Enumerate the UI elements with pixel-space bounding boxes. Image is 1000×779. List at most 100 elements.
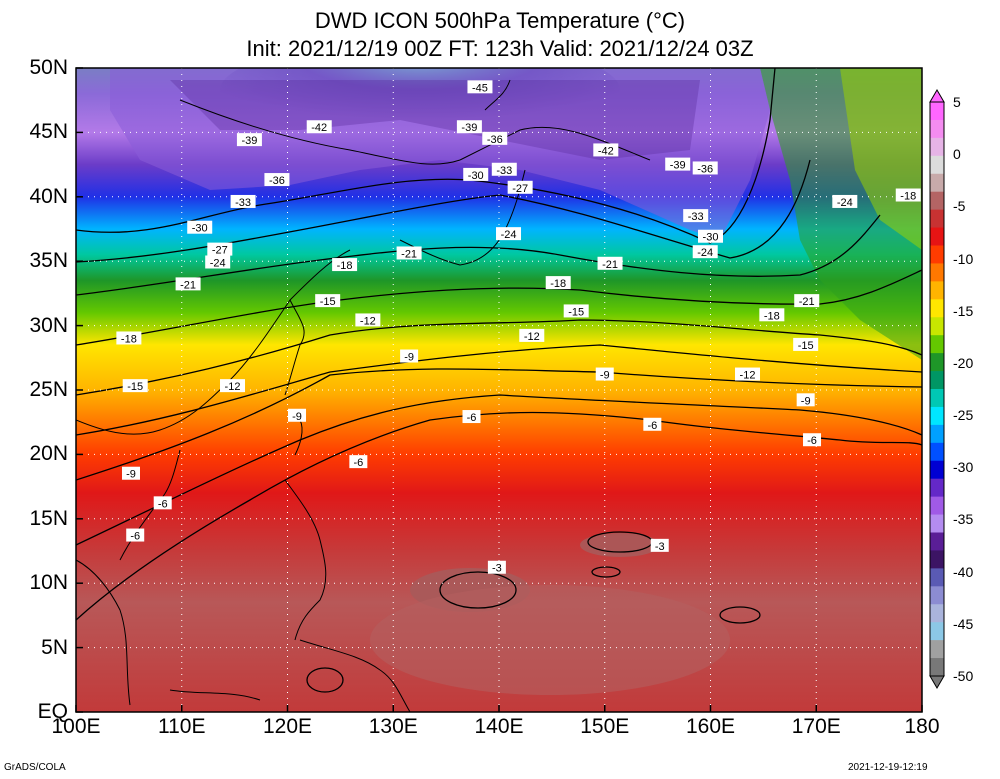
y-tick-label: 25N bbox=[29, 378, 68, 401]
colorbar-swatch bbox=[930, 658, 944, 677]
isotherm-label-bg bbox=[116, 331, 142, 345]
isotherm-label: -6 bbox=[647, 420, 657, 432]
isotherm-label-bg bbox=[487, 560, 506, 574]
isotherm-label-bg bbox=[122, 379, 148, 393]
x-tick-label: 170E bbox=[791, 715, 841, 738]
colorbar-tick-label: 5 bbox=[953, 94, 961, 110]
colorbar-swatch bbox=[930, 442, 944, 462]
isotherm-label-bg bbox=[315, 294, 341, 308]
colorbar-swatch bbox=[930, 191, 944, 211]
colorbar-swatch bbox=[930, 263, 944, 282]
colorbar-swatch bbox=[930, 406, 944, 426]
isotherm-label: -21 bbox=[401, 248, 417, 260]
isotherm-label-bg bbox=[545, 276, 571, 290]
colorbar-swatch bbox=[930, 389, 944, 408]
isotherm-label-bg bbox=[205, 255, 231, 269]
isotherm-label: -21 bbox=[180, 279, 196, 291]
isotherm-label: -36 bbox=[487, 134, 503, 146]
isotherm-label: -21 bbox=[799, 296, 815, 308]
y-tick-label: EQ bbox=[37, 700, 68, 723]
y-tick-label: 10N bbox=[29, 571, 68, 595]
colorbar-swatch bbox=[930, 317, 944, 336]
isotherm-label: -9 bbox=[126, 469, 136, 481]
colorbar-tick-label: -10 bbox=[953, 250, 974, 267]
isotherm-label-bg bbox=[121, 466, 140, 480]
isotherm-label-bg bbox=[597, 256, 623, 270]
x-tick-label: 180 bbox=[904, 715, 940, 738]
x-tick-label: 160E bbox=[685, 715, 736, 738]
isotherm-label: -6 bbox=[807, 435, 817, 447]
isotherm-label: -6 bbox=[130, 531, 140, 543]
isotherm-label-bg bbox=[264, 173, 290, 187]
isotherm-label-bg bbox=[400, 349, 419, 363]
isotherm-label-bg bbox=[683, 209, 709, 223]
colorbar-swatch bbox=[930, 424, 944, 444]
isotherm-label: -39 bbox=[241, 135, 257, 147]
y-tick-label: 30N bbox=[29, 313, 68, 337]
isotherm-label: -9 bbox=[292, 411, 302, 423]
isotherm-label: -15 bbox=[568, 306, 584, 318]
isotherm-label: -30 bbox=[703, 232, 719, 244]
y-tick-label: 40N bbox=[29, 184, 68, 208]
isotherm-label-bg bbox=[153, 496, 172, 510]
isotherm-label-bg bbox=[187, 220, 213, 234]
isotherm-label: -3 bbox=[655, 541, 665, 553]
colorbar-tick-label: -40 bbox=[953, 563, 974, 580]
isotherm-label-bg bbox=[463, 167, 489, 181]
x-tick-label: 150E bbox=[580, 715, 630, 738]
isotherm-label-bg bbox=[692, 245, 718, 259]
isotherm-label: -12 bbox=[360, 315, 376, 327]
isotherm-label-bg bbox=[665, 157, 691, 171]
isotherm-label-bg bbox=[794, 294, 820, 308]
isotherm-label: -6 bbox=[353, 457, 363, 469]
colorbar-tick-label: -35 bbox=[953, 511, 974, 528]
colorbar-swatch bbox=[930, 568, 944, 587]
y-tick-label: 45N bbox=[29, 120, 68, 144]
y-tick-label: 5N bbox=[41, 635, 68, 659]
y-tick-label: 20N bbox=[29, 442, 68, 466]
isotherm-label: -42 bbox=[311, 122, 327, 134]
colorbar-swatch bbox=[930, 604, 944, 623]
isotherm-label-bg bbox=[396, 246, 422, 260]
isotherm-label-bg bbox=[288, 408, 307, 422]
colorbar-swatch bbox=[930, 640, 944, 659]
isotherm-label: -15 bbox=[320, 296, 336, 308]
isotherm-label: -15 bbox=[127, 381, 143, 393]
colorbar-swatch bbox=[930, 102, 944, 121]
colorbar-swatch bbox=[930, 281, 944, 300]
isotherm-label-bg bbox=[650, 538, 669, 552]
isotherm-label: -36 bbox=[697, 163, 713, 175]
colorbar-swatch bbox=[930, 137, 944, 157]
colorbar-swatch bbox=[930, 119, 944, 139]
isotherm-label: -27 bbox=[512, 183, 528, 195]
isotherm-label: -6 bbox=[467, 412, 477, 424]
isotherm-label-bg bbox=[563, 304, 589, 318]
isotherm-label-bg bbox=[698, 229, 723, 243]
isotherm-label-bg bbox=[593, 143, 619, 157]
isotherm-label: -15 bbox=[798, 340, 814, 352]
colorbar-swatch bbox=[930, 514, 944, 533]
footer-timestamp: 2021-12-19-12:19 bbox=[848, 762, 928, 773]
isotherm-label: -18 bbox=[121, 333, 137, 345]
colorbar-swatch bbox=[930, 478, 944, 498]
isotherm-label-bg bbox=[491, 162, 517, 176]
x-tick-label: 100E bbox=[51, 715, 101, 738]
colorbar-min-arrow bbox=[929, 675, 945, 689]
colorbar-swatch bbox=[930, 155, 944, 175]
colorbar bbox=[929, 89, 945, 689]
isotherm-label: -6 bbox=[158, 498, 168, 510]
isotherm-label: -30 bbox=[468, 170, 484, 182]
isotherm-label: -30 bbox=[192, 223, 208, 235]
axis-ticks bbox=[75, 67, 923, 713]
colorbar-tick-label: -25 bbox=[953, 407, 974, 424]
isotherm-label: -9 bbox=[600, 370, 610, 382]
isotherm-label-bg bbox=[519, 328, 545, 342]
colorbar-swatch bbox=[930, 245, 944, 264]
colorbar-tick-label: -50 bbox=[953, 668, 974, 684]
isotherm-label: -24 bbox=[697, 247, 713, 259]
isotherm-label: -24 bbox=[501, 229, 517, 241]
colorbar-swatch bbox=[930, 173, 944, 193]
footer-credit: GrADS/COLA bbox=[4, 762, 66, 773]
isotherm-label: -12 bbox=[740, 370, 756, 382]
isotherm-label-bg bbox=[355, 313, 381, 327]
